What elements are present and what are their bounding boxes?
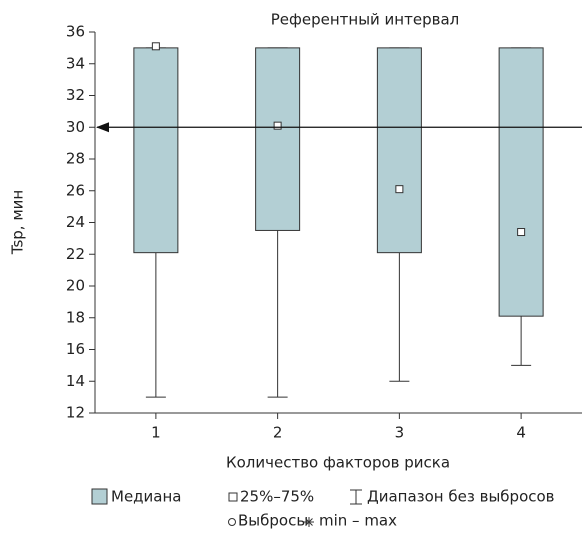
box bbox=[255, 47, 301, 231]
legend-symbol bbox=[304, 517, 314, 527]
legend-symbol bbox=[228, 518, 236, 526]
y-tick-label: 32 bbox=[66, 86, 85, 104]
annotation: Референтный интервал bbox=[271, 11, 459, 29]
y-tick-label: 28 bbox=[66, 150, 85, 168]
y-tick-label: 16 bbox=[66, 340, 85, 358]
legend-symbol bbox=[350, 489, 362, 505]
legend-label: Выбросы bbox=[238, 512, 308, 530]
median-marker bbox=[517, 228, 526, 237]
y-tick-label: 22 bbox=[66, 245, 85, 263]
median-marker bbox=[395, 185, 404, 194]
y-tick-label: 12 bbox=[66, 404, 85, 422]
box bbox=[376, 47, 422, 254]
box bbox=[498, 47, 544, 317]
y-tick-label: 34 bbox=[66, 54, 85, 72]
y-tick-label: 14 bbox=[66, 372, 85, 390]
legend-label: Медиана bbox=[111, 488, 181, 506]
y-tick-label: 24 bbox=[66, 213, 85, 231]
legend-label: 25%–75% bbox=[240, 488, 314, 506]
y-axis-label: Tsp, мин bbox=[9, 190, 27, 255]
y-tick-label: 20 bbox=[66, 277, 85, 295]
y-tick-label: 26 bbox=[66, 181, 85, 199]
y-tick-label: 30 bbox=[66, 118, 85, 136]
x-tick-label: 1 bbox=[151, 424, 161, 442]
y-tick-label: 36 bbox=[66, 23, 85, 41]
reference-arrow bbox=[96, 122, 109, 133]
median-marker bbox=[273, 121, 282, 130]
box bbox=[133, 47, 179, 254]
legend-symbol bbox=[228, 492, 238, 502]
y-tick-label: 18 bbox=[66, 308, 85, 326]
legend-label: Диапазон без выбросов bbox=[367, 488, 555, 506]
legend-swatch bbox=[91, 488, 108, 505]
x-tick-label: 4 bbox=[516, 424, 526, 442]
x-tick-label: 3 bbox=[395, 424, 405, 442]
legend-label: min – max bbox=[319, 512, 397, 530]
x-tick-label: 2 bbox=[273, 424, 283, 442]
median-marker bbox=[151, 42, 160, 51]
x-axis-label: Количество факторов риска bbox=[226, 454, 450, 472]
